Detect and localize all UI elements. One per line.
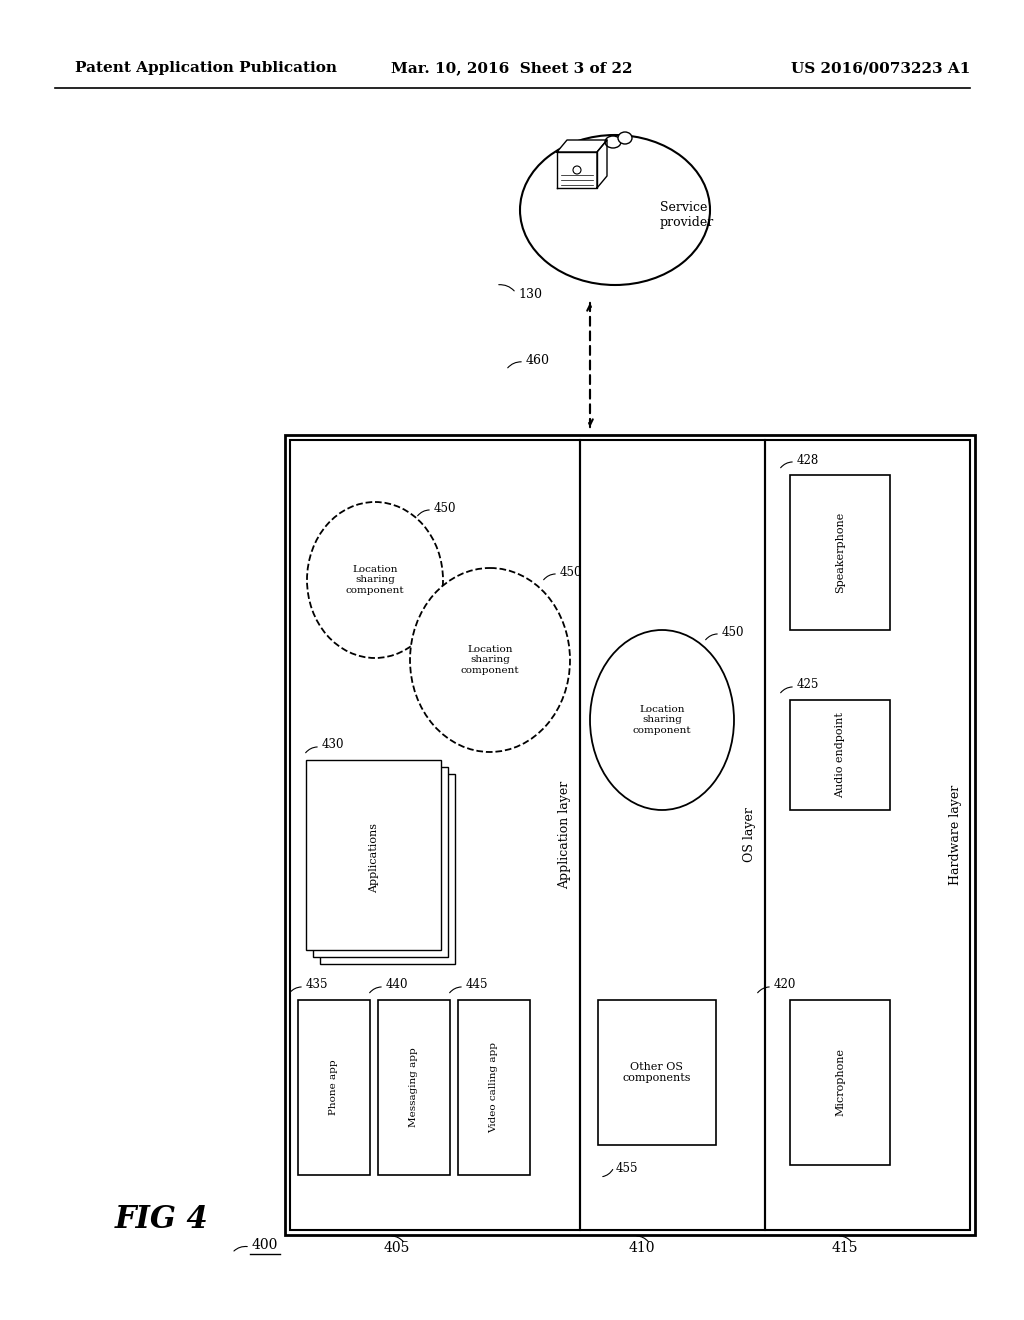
Bar [580, 440, 765, 1230]
Ellipse shape [520, 135, 710, 285]
Text: Microphone: Microphone [835, 1048, 845, 1117]
Text: 435: 435 [306, 978, 329, 991]
Ellipse shape [410, 568, 570, 752]
Text: Service
provider: Service provider [660, 201, 715, 228]
Text: 400: 400 [252, 1238, 279, 1251]
Bar [313, 767, 449, 957]
Text: Phone app: Phone app [330, 1060, 339, 1115]
Text: 130: 130 [518, 289, 542, 301]
Text: Location
sharing
component: Location sharing component [346, 565, 404, 595]
Ellipse shape [590, 630, 734, 810]
Text: FIG 4: FIG 4 [115, 1204, 209, 1236]
Bar [458, 1001, 530, 1175]
Text: Patent Application Publication: Patent Application Publication [75, 61, 337, 75]
Ellipse shape [618, 132, 632, 144]
Text: 420: 420 [774, 978, 797, 991]
Text: 450: 450 [722, 626, 744, 639]
Ellipse shape [605, 136, 621, 148]
Bar [290, 440, 580, 1230]
Text: Location
sharing
component: Location sharing component [461, 645, 519, 675]
Text: Location
sharing
component: Location sharing component [633, 705, 691, 735]
Ellipse shape [307, 502, 443, 657]
Polygon shape [557, 152, 597, 187]
Text: 450: 450 [560, 565, 583, 578]
Bar [319, 774, 455, 964]
Text: 425: 425 [797, 678, 819, 692]
Text: 455: 455 [616, 1163, 639, 1176]
Bar [765, 440, 970, 1230]
Text: Video calling app: Video calling app [489, 1041, 499, 1133]
Text: 460: 460 [526, 354, 550, 367]
Bar [790, 475, 890, 630]
Text: 415: 415 [831, 1241, 858, 1255]
Bar [285, 436, 975, 1236]
Text: Applications: Applications [369, 822, 379, 894]
Text: 445: 445 [466, 978, 488, 991]
Bar [298, 1001, 370, 1175]
Polygon shape [597, 140, 607, 187]
Text: 405: 405 [384, 1241, 411, 1255]
Text: Audio endpoint: Audio endpoint [835, 711, 845, 797]
Text: 440: 440 [386, 978, 409, 991]
Bar [790, 700, 890, 810]
Bar [378, 1001, 450, 1175]
Text: US 2016/0073223 A1: US 2016/0073223 A1 [791, 61, 970, 75]
Bar [790, 1001, 890, 1166]
Text: 428: 428 [797, 454, 819, 466]
Text: 430: 430 [322, 738, 344, 751]
Text: Speakerphone: Speakerphone [835, 512, 845, 593]
Text: Hardware layer: Hardware layer [948, 785, 962, 886]
Text: OS layer: OS layer [743, 808, 757, 862]
Text: Application layer: Application layer [558, 781, 571, 890]
Bar [306, 760, 441, 950]
Text: Other OS
components: Other OS components [623, 1061, 691, 1084]
Text: 410: 410 [629, 1241, 655, 1255]
Text: 450: 450 [434, 502, 457, 515]
Polygon shape [557, 140, 607, 152]
Text: Messaging app: Messaging app [410, 1048, 419, 1127]
Bar [598, 1001, 716, 1144]
Text: Mar. 10, 2016  Sheet 3 of 22: Mar. 10, 2016 Sheet 3 of 22 [391, 61, 633, 75]
